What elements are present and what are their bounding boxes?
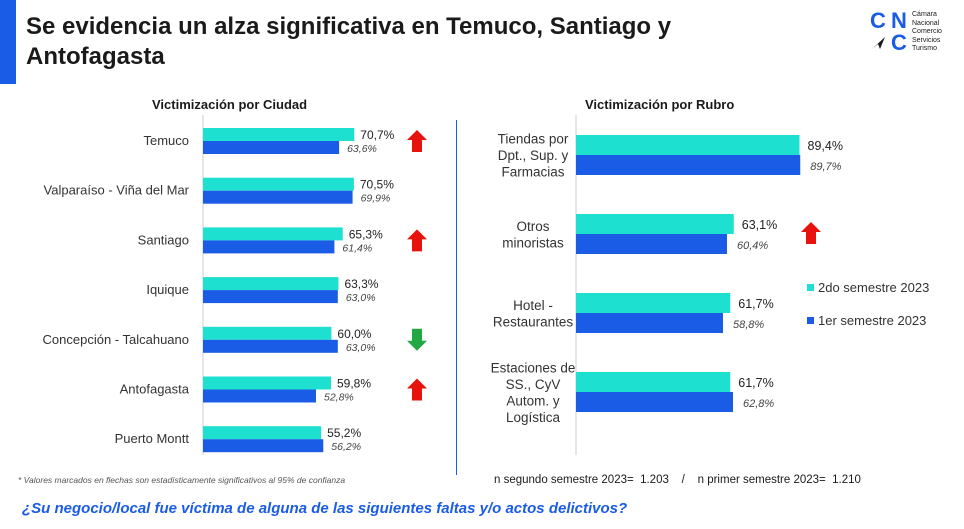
bar-2do-semestre [203,376,331,390]
value-label-1er: 58,8% [733,319,764,331]
logo-text-line: Nacional [912,19,940,27]
arrow-down-icon [407,328,427,351]
bar-1er-semestre [576,392,733,412]
bar-2do-semestre [576,372,731,392]
bar-2do-semestre [203,277,339,291]
bar-1er-semestre [203,290,338,304]
city-bar-chart: Temuco 70,7%63,6% Valparaíso - Viña del Ma… [43,115,427,455]
bar-2do-semestre [203,227,343,241]
value-label-2do: 70,7% [360,128,394,142]
bar-2do-semestre [203,426,322,440]
bar-1er-semestre [576,313,723,333]
logo-text: Cámara Nacional Comercio Servicios Turis… [912,11,942,54]
category-label: Hotel - [513,298,553,313]
category-label: Puerto Montt [115,431,190,446]
legend-label-2do: 2do semestre 2023 [818,280,929,295]
significance-footnote: * Valores marcados en flechas son estadí… [18,475,346,485]
arrow-up-icon [801,222,821,244]
category-label: Iquique [146,282,189,297]
city-chart-title: Victimización por Ciudad [152,97,308,112]
bar-1er-semestre [576,155,801,175]
logo-text-line: Comercio [912,28,942,35]
category-label: Antofagasta [120,382,190,397]
bar-1er-semestre [203,240,335,254]
logo-letter-n: N [891,8,907,33]
category-label: Autom. y [506,393,560,408]
category-label: Otros [516,219,549,234]
value-label-2do: 70,5% [360,178,394,192]
value-label-2do: 89,4% [808,139,843,153]
value-label-2do: 60,0% [337,327,371,341]
logo-arrow-icon [872,37,885,49]
arrow-up-icon [407,130,427,152]
bar-1er-semestre [203,389,316,403]
category-label: Farmacias [501,165,564,180]
logo-text-line: Servicios [912,36,941,44]
value-label-1er: 69,9% [361,193,391,205]
category-label: Estaciones de [491,360,576,375]
category-label: Santiago [138,232,189,247]
value-label-2do: 63,3% [344,277,378,291]
category-label: SS., CyV [506,377,561,392]
category-label: Temuco [143,133,189,148]
value-label-1er: 62,8% [743,398,774,410]
bar-1er-semestre [203,190,353,204]
sample-size-note: n segundo semestre 2023= 1.203 / n prime… [494,474,861,486]
arrow-up-icon [407,229,427,252]
cnc-logo: C N C Cámara Nacional Comercio Servicios… [870,10,960,54]
bar-2do-semestre [576,214,734,234]
arrow-up-icon [407,378,427,401]
sector-chart-title: Victimización por Rubro [585,97,735,112]
value-label-1er: 89,7% [810,161,841,173]
legend-label-1er: 1er semestre 2023 [818,313,926,328]
category-label: Concepción - Talcahuano [43,332,189,347]
bar-2do-semestre [576,135,800,155]
value-label-1er: 60,4% [737,240,768,252]
value-label-2do: 59,8% [337,377,371,391]
chart-divider [456,120,457,475]
value-label-2do: 65,3% [349,227,383,241]
category-label: Logística [506,410,561,425]
value-label-1er: 63,6% [347,143,377,155]
bar-2do-semestre [203,177,354,191]
value-label-2do: 55,2% [327,426,361,440]
bar-1er-semestre [576,234,727,254]
legend-swatch-2do [807,284,814,291]
category-label: Dpt., Sup. y [498,148,569,163]
legend-swatch-1er [807,317,814,324]
value-label-2do: 63,1% [742,218,777,232]
value-label-1er: 56,2% [331,441,361,453]
value-label-1er: 61,4% [342,242,372,254]
value-label-1er: 52,8% [324,392,354,404]
logo-letter-c: C [870,8,886,33]
category-label: Tiendas por [498,132,569,147]
bar-1er-semestre [203,339,338,353]
category-label: Restaurantes [493,314,574,329]
category-label: minoristas [502,235,564,250]
value-label-2do: 61,7% [738,297,773,311]
bar-2do-semestre [203,326,332,340]
value-label-2do: 61,7% [738,376,773,390]
value-label-1er: 63,0% [346,292,376,304]
category-label: Valparaíso - Viña del Mar [44,183,190,198]
bar-1er-semestre [203,141,340,154]
logo-letter-c-bottom: C [891,30,907,55]
logo-text-line: Cámara [912,11,937,18]
bar-1er-semestre [203,439,324,453]
survey-question: ¿Su negocio/local fue víctima de alguna … [22,500,628,517]
bar-2do-semestre [203,128,355,141]
accent-bar [0,0,16,84]
page-title: Se evidencia un alza significativa en Te… [26,13,672,70]
value-label-1er: 63,0% [346,342,376,354]
logo-text-line: Turismo [912,45,938,52]
bar-2do-semestre [576,293,731,313]
